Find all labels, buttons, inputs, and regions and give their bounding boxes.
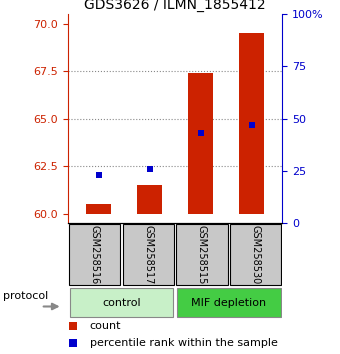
Text: count: count <box>90 321 121 331</box>
Bar <box>123 224 174 285</box>
Bar <box>230 224 281 285</box>
Text: GSM258530: GSM258530 <box>251 225 260 285</box>
Bar <box>137 185 162 213</box>
Bar <box>188 73 213 213</box>
Text: GSM258515: GSM258515 <box>197 225 207 285</box>
Text: GSM258516: GSM258516 <box>90 225 100 285</box>
Bar <box>69 224 120 285</box>
Text: MIF depletion: MIF depletion <box>191 298 266 308</box>
Bar <box>176 224 227 285</box>
Bar <box>70 288 173 317</box>
Text: GSM258517: GSM258517 <box>143 225 153 285</box>
Text: protocol: protocol <box>3 291 49 301</box>
Title: GDS3626 / ILMN_1855412: GDS3626 / ILMN_1855412 <box>84 0 266 12</box>
Bar <box>177 288 280 317</box>
Text: percentile rank within the sample: percentile rank within the sample <box>90 338 278 348</box>
Bar <box>86 204 111 213</box>
Text: control: control <box>102 298 141 308</box>
Bar <box>239 33 264 213</box>
